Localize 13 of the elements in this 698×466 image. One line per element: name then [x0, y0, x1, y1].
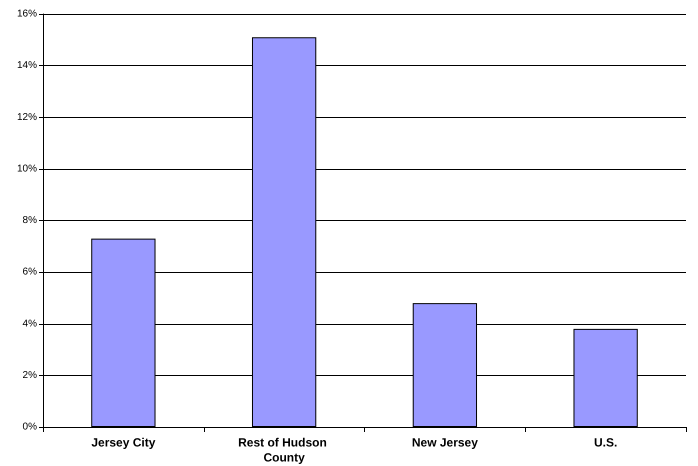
y-tick-label: 8% [22, 215, 38, 226]
x-tick-label: New Jersey [412, 436, 478, 450]
y-tick-label: 6% [22, 266, 38, 278]
x-tick-label: U.S. [594, 436, 618, 450]
x-tick-label: Rest of Hudson County [238, 436, 330, 464]
y-tick-label: 14% [16, 60, 38, 72]
y-tick-label: 12% [16, 112, 38, 123]
y-tick-label: 16% [16, 8, 38, 20]
y-tick-label: 4% [22, 318, 38, 330]
y-tick-label: 2% [22, 370, 38, 381]
y-tick-label: 0% [22, 422, 38, 432]
y-tick-label: 10% [16, 163, 38, 174]
x-tick-label: Jersey City [91, 436, 156, 450]
